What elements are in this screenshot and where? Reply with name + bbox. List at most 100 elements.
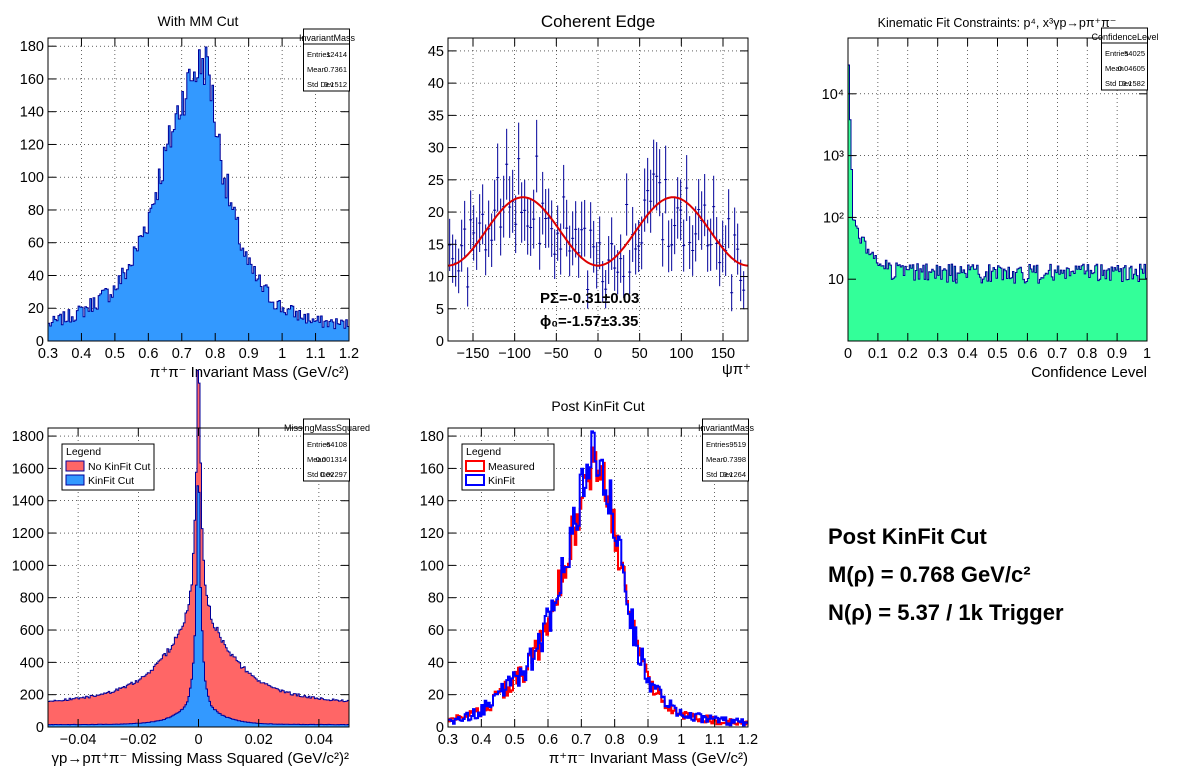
stats-row-label: Mean bbox=[706, 455, 725, 464]
stats-box-frame bbox=[303, 28, 350, 92]
y-tick-label: 120 bbox=[420, 526, 444, 542]
y-tick-label: 1200 bbox=[12, 526, 44, 542]
stats-row-label: Entries bbox=[706, 440, 730, 449]
stats-row-label: Mean bbox=[1105, 64, 1124, 73]
legend-item: No KinFit Cut bbox=[88, 461, 151, 473]
legend-swatch bbox=[65, 474, 85, 486]
x-tick-label: 0.5 bbox=[987, 346, 1007, 362]
panel-1: 0.3 0.4 0.5 0.6 0.7 0.8 0.9 1 1.1 1.2 0 20 40 60 80 100… bbox=[20, 13, 359, 381]
x-tick-label: 1 bbox=[1143, 346, 1151, 362]
stats-row-label: Std Dev bbox=[307, 80, 334, 89]
x-tick-label: 0.9 bbox=[239, 346, 259, 362]
x-tick-label: 0.9 bbox=[638, 732, 658, 748]
chart-title: Kinematic Fit Constraints: p⁴, x³γp→pπ⁺π… bbox=[878, 16, 1117, 30]
panel-5: 0.3 0.4 0.5 0.6 0.7 0.8 0.9 1 1.1 1.2 0 20 40 60 80 100… bbox=[420, 398, 758, 767]
legend-item: KinFit bbox=[488, 475, 515, 487]
x-tick-label: −150 bbox=[457, 346, 490, 362]
y-tick-label: 30 bbox=[428, 141, 444, 157]
x-tick-label: 0.4 bbox=[471, 732, 491, 748]
x-tick-label: 0 bbox=[844, 346, 852, 362]
plot-frame bbox=[447, 427, 749, 728]
y-tick-label: 10 bbox=[428, 270, 444, 286]
stats-box-frame bbox=[1101, 27, 1148, 91]
stats-box-frame bbox=[702, 418, 749, 482]
stats-row-label: Entries bbox=[1105, 49, 1129, 58]
chart-title: Post KinFit Cut bbox=[551, 398, 644, 414]
y-tick-label: 0 bbox=[36, 334, 44, 350]
summary-mass: M(ρ) = 0.768 GeV/c² bbox=[828, 562, 1031, 587]
x-tick-label: 0.3 bbox=[438, 732, 458, 748]
y-tick-label: 1600 bbox=[12, 461, 44, 477]
stats-box-name: MissingMassSquared bbox=[284, 423, 370, 433]
stats-box-name: InvariantMass bbox=[299, 33, 356, 43]
stats-row-value: 0.7361 bbox=[324, 65, 347, 74]
x-tick-label: 0.7 bbox=[172, 346, 192, 362]
x-tick-label: 0.5 bbox=[505, 732, 525, 748]
y-tick-label: 1000 bbox=[12, 558, 44, 574]
stats-row-label: Entries bbox=[307, 50, 331, 59]
x-tick-label: 0 bbox=[594, 346, 602, 362]
y-tick-label: 20 bbox=[428, 205, 444, 221]
legend-title: Legend bbox=[66, 446, 101, 458]
y-tick-label: 1400 bbox=[12, 494, 44, 510]
y-tick-label: 800 bbox=[20, 591, 44, 607]
stats-row-value: 0.7398 bbox=[723, 455, 746, 464]
stats-box-name: InvariantMass bbox=[698, 423, 755, 433]
y-tick-label: 40 bbox=[428, 76, 444, 92]
stats-row-label: Entries bbox=[307, 440, 331, 449]
stats-row-value: 12414 bbox=[326, 50, 347, 59]
x-tick-label: 1.1 bbox=[305, 346, 325, 362]
y-tick-label: 140 bbox=[20, 105, 44, 121]
y-tick-label: 60 bbox=[428, 623, 444, 639]
stats-row-label: Mean bbox=[307, 65, 326, 74]
y-tick-label: 160 bbox=[20, 72, 44, 88]
x-tick-label: 100 bbox=[669, 346, 693, 362]
x-tick-label: 1 bbox=[677, 732, 685, 748]
y-tick-label: 80 bbox=[428, 591, 444, 607]
panel-3: 0 0.1 0.2 0.3 0.4 0.5 0.6 0.7 0.8 0.9 1 10 10² 10³ 10⁴… bbox=[822, 16, 1159, 381]
stats-row-value: 54025 bbox=[1124, 49, 1145, 58]
stats-row-value: 0.1264 bbox=[723, 470, 746, 479]
y-tick-label: 160 bbox=[420, 461, 444, 477]
stats-row-value: 0.02297 bbox=[320, 470, 347, 479]
x-tick-label: 0.8 bbox=[1077, 346, 1097, 362]
legend-title: Legend bbox=[466, 446, 501, 458]
x-tick-label: 0.7 bbox=[1047, 346, 1067, 362]
y-tick-label: 20 bbox=[428, 688, 444, 704]
stats-row-label: Std Dev bbox=[706, 470, 733, 479]
x-tick-label: 0.04 bbox=[305, 732, 333, 748]
x-tick-label: 0.2 bbox=[898, 346, 918, 362]
y-tick-label: 10 bbox=[828, 272, 844, 288]
summary-count: N(ρ) = 5.37 / 1k Trigger bbox=[828, 600, 1064, 625]
y-tick-label: 20 bbox=[28, 301, 44, 317]
stats-box-frame bbox=[303, 418, 350, 482]
stats-row-value: -0.001314 bbox=[313, 455, 347, 464]
stats-box-name: ConfidenceLevel bbox=[1091, 32, 1158, 42]
stats-row-label: Std Dev bbox=[307, 470, 334, 479]
x-tick-label: −0.02 bbox=[120, 732, 157, 748]
summary-title: Post KinFit Cut bbox=[828, 524, 987, 549]
histogram-confidence-level bbox=[847, 64, 1148, 342]
x-tick-label: 0.9 bbox=[1107, 346, 1127, 362]
y-tick-label: 600 bbox=[20, 623, 44, 639]
y-tick-label: 45 bbox=[428, 44, 444, 60]
histogram-kinfit bbox=[448, 430, 748, 727]
x-tick-label: 0 bbox=[194, 732, 202, 748]
x-tick-label: −0.04 bbox=[60, 732, 97, 748]
fit-curve bbox=[447, 196, 749, 267]
x-tick-label: 0.7 bbox=[571, 732, 591, 748]
x-tick-label: 0.8 bbox=[205, 346, 225, 362]
legend: Legend No KinFit Cut KinFit Cut bbox=[61, 443, 155, 491]
x-tick-label: −50 bbox=[544, 346, 569, 362]
x-tick-label: 0.1 bbox=[868, 346, 888, 362]
stats-row-label: Std Dev bbox=[1105, 79, 1132, 88]
y-tick-label: 40 bbox=[428, 655, 444, 671]
x-tick-label: −100 bbox=[498, 346, 531, 362]
y-tick-label: 0 bbox=[36, 720, 44, 736]
fit-label-psigma: PΣ=-0.31±0.03 bbox=[540, 290, 639, 307]
histogram-invariant-mass bbox=[47, 46, 350, 342]
x-tick-label: 1.1 bbox=[705, 732, 725, 748]
x-tick-label: 0.3 bbox=[928, 346, 948, 362]
